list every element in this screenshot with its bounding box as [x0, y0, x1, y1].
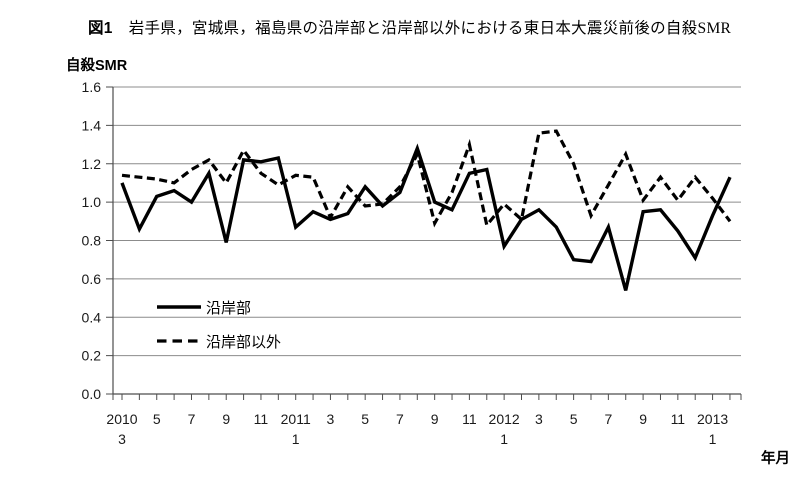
x-tick-label: 11 [671, 411, 686, 427]
x-tick-label: 7 [396, 411, 404, 427]
x-tick-label: 7 [604, 411, 612, 427]
y-tick-label: 1.4 [82, 117, 102, 133]
y-axis-title: 自殺SMR [66, 56, 128, 74]
y-tick-label: 1.6 [82, 79, 102, 95]
x-tick-label: 7 [188, 411, 196, 427]
x-tick-label: 3 [327, 411, 335, 427]
legend-noncoastal-label: 沿岸部以外 [206, 334, 281, 351]
series-layer [120, 129, 732, 291]
x-tick-label-month: 1 [292, 431, 300, 447]
legend: 沿岸部 沿岸部以外 [157, 300, 281, 351]
x-tick-label: 2012 [489, 411, 520, 427]
legend-coastal-label: 沿岸部 [206, 300, 251, 317]
x-tick-label: 5 [361, 411, 369, 427]
x-tick-label: 9 [222, 411, 230, 427]
x-tick-label: 9 [639, 411, 647, 427]
y-tick-label: 1.2 [82, 156, 102, 172]
x-tick-label: 3 [535, 411, 543, 427]
y-tick-label: 0.4 [82, 309, 102, 325]
axes-layer [106, 86, 742, 400]
figure-title-row: 図1 岩手県，宮城県，福島県の沿岸部と沿岸部以外における東日本大震災前後の自殺SM… [88, 16, 798, 38]
x-tick-label: 2013 [697, 411, 728, 427]
x-tick-label: 11 [254, 411, 269, 427]
y-tick-label: 0.6 [82, 271, 102, 287]
figure-number-label: 図1 [88, 20, 113, 37]
x-tick-label-month: 3 [118, 431, 126, 447]
series-line-coastal [120, 143, 732, 291]
series-line-non-coastal [121, 129, 732, 229]
y-tick-label: 0.2 [82, 348, 102, 364]
x-tick-label: 5 [570, 411, 578, 427]
chart-title: 岩手県，宮城県，福島県の沿岸部と沿岸部以外における東日本大震災前後の自殺SMR [128, 20, 732, 37]
y-tick-label: 0.0 [82, 386, 102, 402]
x-tick-label: 11 [462, 411, 477, 427]
y-tick-label: 1.0 [82, 194, 102, 210]
x-tick-label-month: 1 [500, 431, 508, 447]
y-tick-label: 0.8 [82, 233, 102, 249]
x-tick-label: 2010 [106, 411, 137, 427]
x-tick-label-month: 1 [709, 431, 717, 447]
x-tick-label: 2011 [281, 411, 311, 427]
x-tick-label: 5 [153, 411, 161, 427]
x-tick-label: 9 [431, 411, 439, 427]
x-axis-unit-label: 年月 [761, 449, 790, 467]
